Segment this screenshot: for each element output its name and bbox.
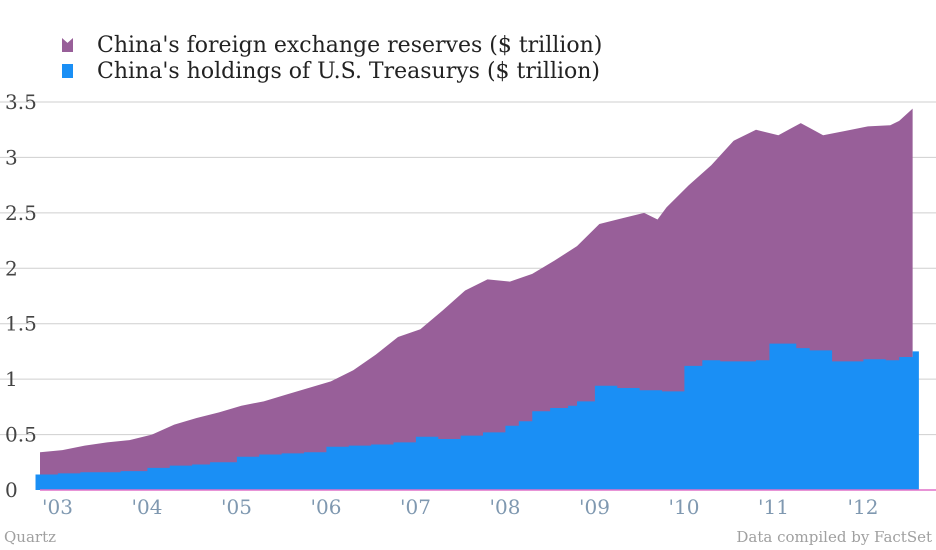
legend-swatch-treasuries xyxy=(62,64,73,78)
x-tick-label: '03 xyxy=(42,495,73,519)
data-credit: Data compiled by FactSet xyxy=(736,528,932,546)
legend-label-treasuries: China's holdings of U.S. Treasurys ($ tr… xyxy=(97,58,601,84)
legend-label-reserves: China's foreign exchange reserves ($ tri… xyxy=(97,32,603,58)
y-tick-label: 3 xyxy=(5,145,18,169)
y-tick-label: 1 xyxy=(5,367,18,391)
x-tick-label: '05 xyxy=(221,495,252,519)
y-tick-label: 3.5 xyxy=(5,90,37,114)
y-tick-label: 1.5 xyxy=(5,312,37,336)
series-areas xyxy=(35,108,919,490)
legend-swatch-reserves xyxy=(62,38,73,52)
y-tick-label: 0.5 xyxy=(5,423,37,447)
legend-item-treasuries: China's holdings of U.S. Treasurys ($ tr… xyxy=(62,58,602,84)
x-tick-label: '07 xyxy=(400,495,431,519)
y-tick-label: 0 xyxy=(5,478,18,502)
x-tick-label: '09 xyxy=(579,495,610,519)
series-treasuries-area xyxy=(35,343,919,490)
x-tick-label: '04 xyxy=(132,495,163,519)
legend: China's foreign exchange reserves ($ tri… xyxy=(62,32,602,84)
legend-item-reserves: China's foreign exchange reserves ($ tri… xyxy=(62,32,602,58)
y-tick-label: 2 xyxy=(5,256,18,280)
x-tick-label: '12 xyxy=(848,495,879,519)
x-axis-ticks: '03 '04 '05 '06 '07 '08 '09 '10 '11 '12 xyxy=(42,495,878,519)
x-tick-label: '08 xyxy=(490,495,521,519)
y-tick-label: 2.5 xyxy=(5,201,37,225)
x-tick-label: '10 xyxy=(669,495,700,519)
x-tick-label: '06 xyxy=(311,495,342,519)
source-credit: Quartz xyxy=(4,528,57,546)
x-tick-label: '11 xyxy=(758,495,789,519)
y-axis-ticks: 0 0.5 1 1.5 2 2.5 3 3.5 xyxy=(5,90,37,502)
